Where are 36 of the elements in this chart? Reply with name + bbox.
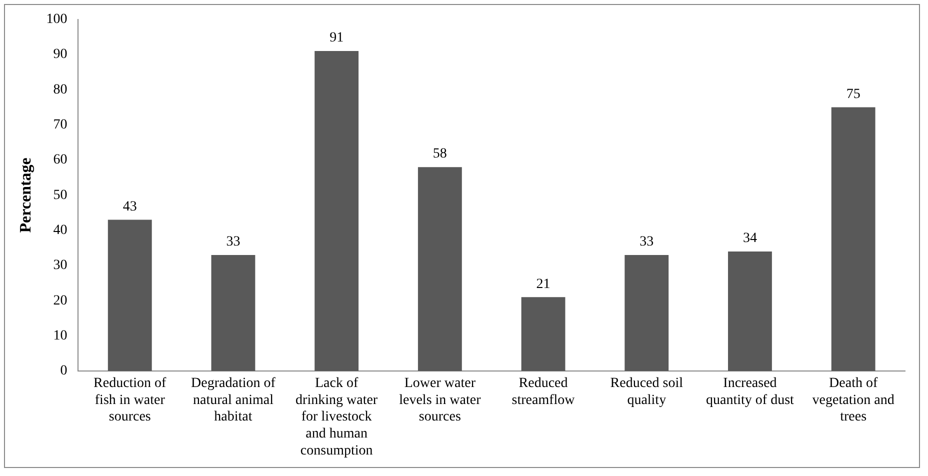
- y-tick-label: 10: [53, 328, 68, 344]
- bar: [728, 251, 772, 371]
- data-label: 43: [122, 199, 137, 214]
- data-label: 91: [330, 30, 344, 46]
- y-tick-label: 40: [53, 223, 68, 238]
- data-label: 58: [432, 146, 447, 162]
- x-tick-label: Increased quantity of dust: [706, 376, 794, 408]
- y-tick-label: 90: [53, 47, 68, 62]
- bar: [831, 107, 876, 371]
- bar: [108, 220, 152, 371]
- y-tick-label: 70: [53, 118, 68, 133]
- x-tick-label: Reduction of fish in water sources: [94, 376, 167, 425]
- bar: [314, 51, 359, 371]
- data-label: 33: [226, 234, 240, 250]
- y-tick-label: 100: [46, 12, 68, 28]
- bar: [521, 297, 566, 371]
- y-tick-label: 30: [53, 258, 68, 274]
- x-tick-label: Death of vegetation and trees: [812, 376, 894, 425]
- y-axis-title: Percentage: [18, 158, 35, 233]
- y-tick-label: 50: [53, 188, 68, 203]
- bar: [211, 254, 256, 371]
- y-tick-label: 20: [53, 293, 68, 308]
- y-tick-label: 80: [53, 82, 68, 98]
- x-tick-label: Lack of drinking water for livestock and human consumption: [296, 376, 378, 458]
- x-tick-label: Reduced streamflow: [512, 376, 576, 408]
- x-tick-label: Degradation of natural animal habitat: [191, 376, 276, 425]
- x-tick-label: Reduced soil quality: [610, 376, 684, 408]
- bar: [624, 254, 669, 371]
- data-label: 75: [846, 86, 860, 102]
- data-label: 33: [640, 234, 654, 250]
- x-tick-label: Lower water levels in water sources: [399, 376, 482, 425]
- y-tick-label: 60: [53, 152, 68, 168]
- data-label: 34: [742, 231, 757, 246]
- bar: [418, 167, 462, 371]
- data-label: 21: [536, 276, 550, 292]
- y-tick-label: 0: [60, 364, 68, 379]
